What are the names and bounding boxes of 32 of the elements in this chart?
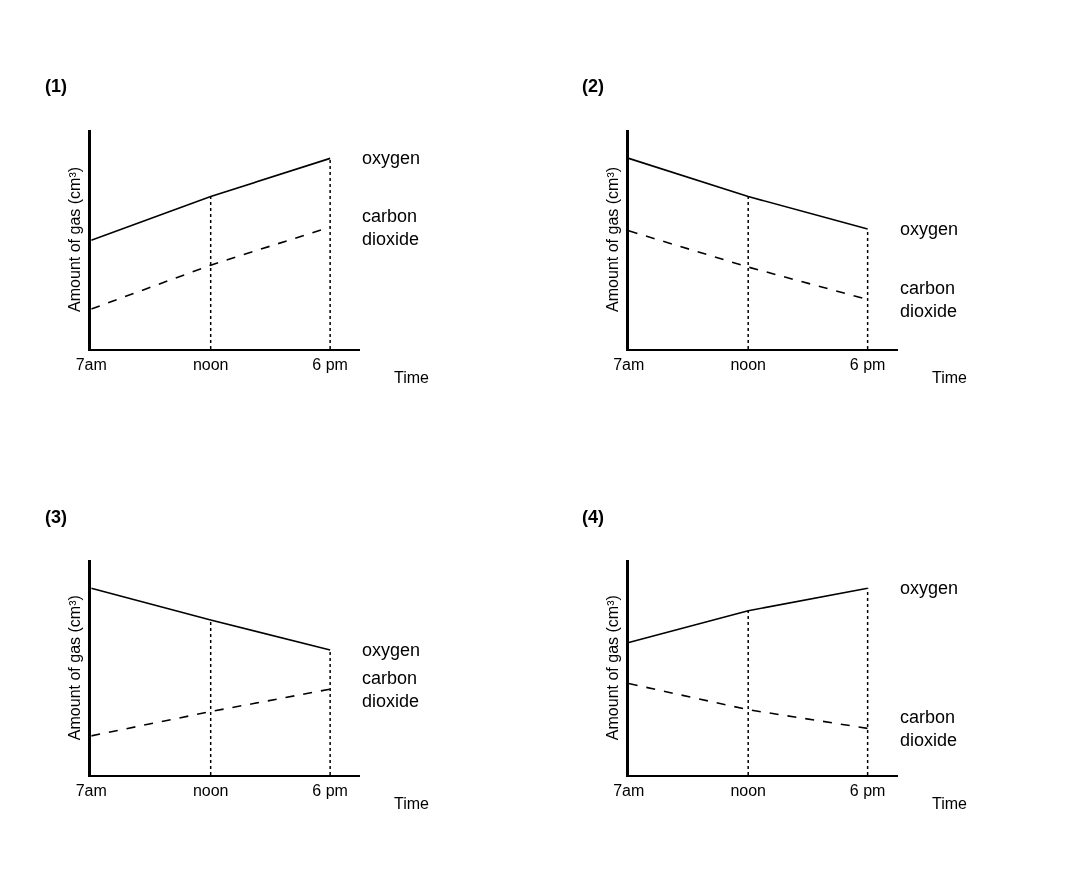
series-label: carbon dioxide [362, 206, 420, 250]
y-axis-title: Amount of gas (cm³) [66, 595, 84, 741]
x-tick-label: noon [730, 782, 766, 800]
x-tick-label: 7am [613, 782, 645, 800]
x-axis-title: Time [932, 369, 968, 386]
x-tick-label: 7am [75, 782, 107, 800]
x-tick-label: 6 pm [312, 782, 348, 800]
chart-title: (2) [582, 76, 604, 96]
chart-title: (1) [45, 76, 67, 96]
series-label: oxygen [900, 578, 959, 598]
x-tick-label: 7am [613, 356, 645, 374]
x-tick-label: 7am [75, 356, 107, 374]
chart-title: (3) [45, 507, 67, 527]
y-axis-title: Amount of gas (cm³) [603, 595, 621, 741]
x-tick-label: 6 pm [849, 356, 886, 374]
x-axis-title: Time [394, 369, 430, 386]
chart-title: (4) [582, 507, 604, 527]
x-tick-label: 6 pm [849, 782, 886, 800]
series-label: carbon dioxide [900, 707, 958, 751]
y-axis-title: Amount of gas (cm³) [603, 166, 621, 312]
x-tick-label: noon [730, 356, 766, 374]
y-axis-title: Amount of gas (cm³) [66, 166, 84, 312]
series-label: carbon dioxide [362, 668, 420, 712]
series-label: oxygen [362, 640, 421, 660]
series-label: oxygen [900, 219, 959, 239]
x-tick-label: noon [192, 356, 229, 374]
series-label: carbon dioxide [900, 278, 958, 322]
x-tick-label: 6 pm [312, 356, 348, 374]
x-axis-title: Time [394, 795, 430, 812]
series-label: oxygen [362, 148, 421, 168]
x-axis-title: Time [932, 795, 968, 812]
x-tick-label: noon [192, 782, 229, 800]
